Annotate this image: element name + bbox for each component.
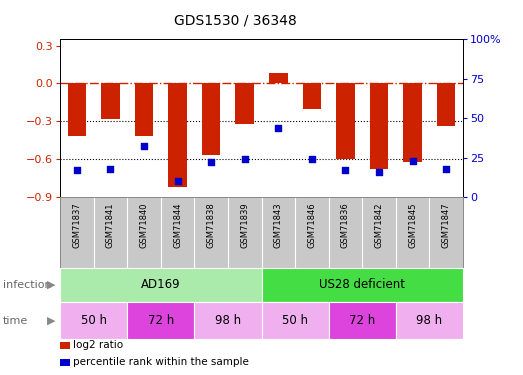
Bar xyxy=(127,302,195,339)
Bar xyxy=(262,302,328,339)
Text: GSM71840: GSM71840 xyxy=(140,202,149,248)
Text: GSM71841: GSM71841 xyxy=(106,202,115,248)
Text: infection: infection xyxy=(3,280,51,290)
Bar xyxy=(370,84,388,169)
Text: GSM71847: GSM71847 xyxy=(441,202,451,248)
Bar xyxy=(235,84,254,124)
Point xyxy=(174,178,182,184)
Point xyxy=(408,158,417,164)
Text: GSM71844: GSM71844 xyxy=(173,202,182,248)
Point xyxy=(207,159,215,165)
Bar xyxy=(60,268,262,302)
Bar xyxy=(60,302,127,339)
Text: 98 h: 98 h xyxy=(416,314,442,327)
Bar xyxy=(202,84,220,155)
Bar xyxy=(328,302,396,339)
Text: 98 h: 98 h xyxy=(215,314,241,327)
Bar xyxy=(262,268,463,302)
Text: 72 h: 72 h xyxy=(349,314,376,327)
Text: 72 h: 72 h xyxy=(147,314,174,327)
Bar xyxy=(403,84,422,162)
Bar xyxy=(396,302,463,339)
Point xyxy=(308,156,316,162)
Point xyxy=(241,156,249,162)
Bar xyxy=(303,84,321,109)
Text: GSM71843: GSM71843 xyxy=(274,202,283,248)
Bar xyxy=(336,84,355,159)
Text: GSM71836: GSM71836 xyxy=(341,202,350,248)
Text: AD169: AD169 xyxy=(141,279,180,291)
Text: GSM71838: GSM71838 xyxy=(207,202,215,248)
Text: GSM71837: GSM71837 xyxy=(72,202,82,248)
Point xyxy=(106,165,115,171)
Bar xyxy=(195,302,262,339)
Bar xyxy=(67,84,86,136)
Text: ▶: ▶ xyxy=(48,316,56,326)
Bar xyxy=(269,74,288,84)
Point xyxy=(442,165,450,171)
Text: GDS1530 / 36348: GDS1530 / 36348 xyxy=(174,13,297,27)
Text: 50 h: 50 h xyxy=(81,314,107,327)
Text: GSM71842: GSM71842 xyxy=(374,202,383,248)
Point xyxy=(140,144,148,150)
Text: GSM71846: GSM71846 xyxy=(308,202,316,248)
Text: GSM71839: GSM71839 xyxy=(240,202,249,248)
Bar xyxy=(437,84,456,126)
Text: 50 h: 50 h xyxy=(282,314,308,327)
Text: percentile rank within the sample: percentile rank within the sample xyxy=(73,357,249,367)
Point xyxy=(73,167,81,173)
Bar xyxy=(168,84,187,187)
Point xyxy=(274,124,282,130)
Text: time: time xyxy=(3,316,28,326)
Point xyxy=(341,167,349,173)
Text: log2 ratio: log2 ratio xyxy=(73,340,123,350)
Text: ▶: ▶ xyxy=(48,280,56,290)
Bar xyxy=(101,84,120,119)
Point xyxy=(375,169,383,175)
Text: US28 deficient: US28 deficient xyxy=(319,279,405,291)
Text: GSM71845: GSM71845 xyxy=(408,202,417,248)
Bar xyxy=(135,84,153,136)
